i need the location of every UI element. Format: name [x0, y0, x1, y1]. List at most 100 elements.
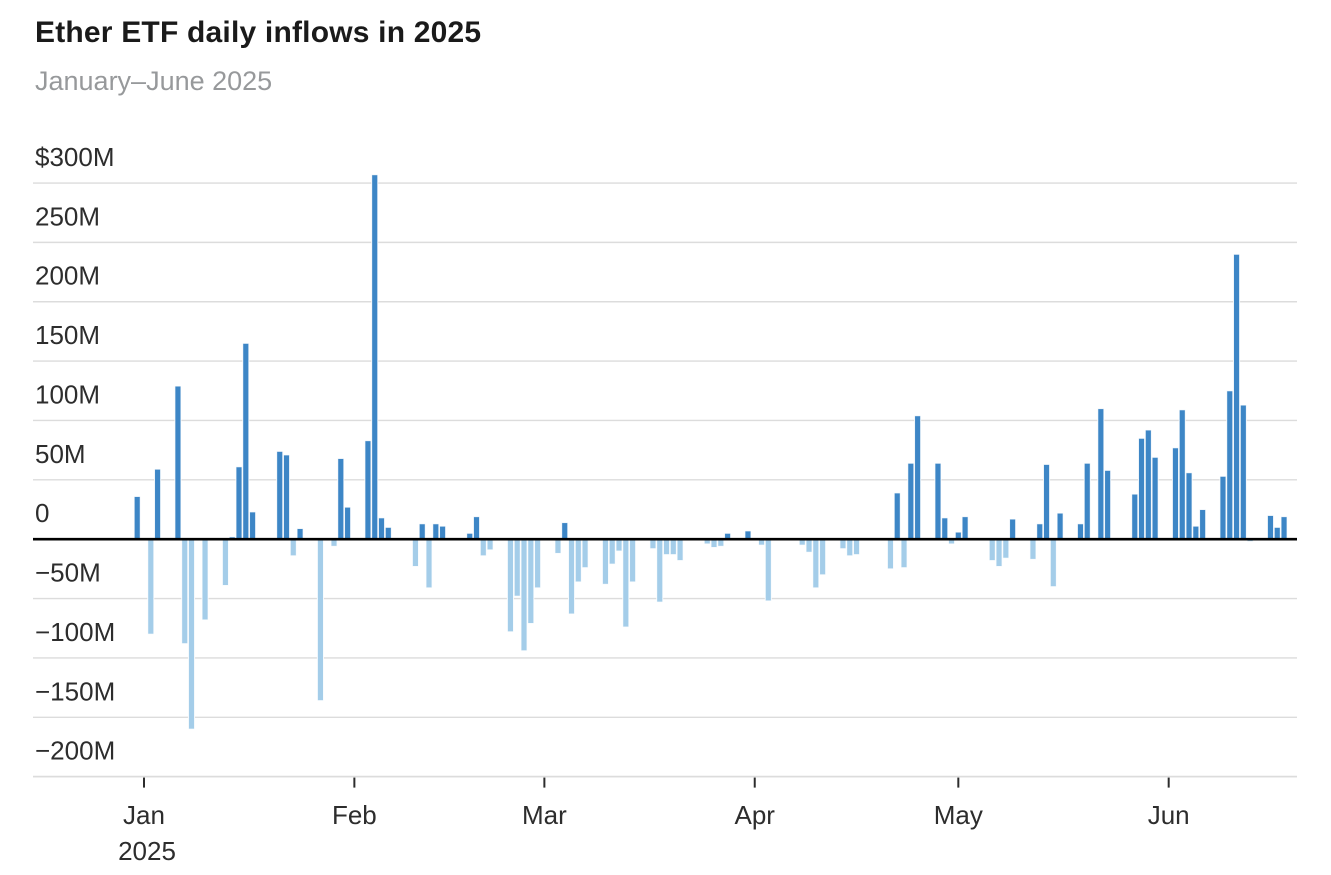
bar-Feb-14[interactable]: Feb 14: +11M	[439, 525, 447, 540]
bar-Feb-6[interactable]: Feb 6: +10M	[384, 526, 392, 540]
bar-Mar-6[interactable]: Mar 6: -36M	[574, 538, 582, 583]
bar-May-2[interactable]: May 2: +19M	[961, 516, 969, 540]
y-axis-tick-label: $300M	[35, 142, 115, 172]
bar-Jan-21[interactable]: Jan 21: +74M	[276, 450, 284, 540]
bar-Jun-6[interactable]: Jun 6: +25M	[1199, 509, 1207, 540]
bar-Feb-11[interactable]: Feb 11: +13M	[418, 523, 426, 540]
bar-May-28[interactable]: May 28: +85M	[1137, 437, 1146, 540]
bar-May-8[interactable]: May 8: -16M	[1002, 538, 1010, 559]
bar-Mar-21[interactable]: Mar 21: -18M	[676, 538, 684, 562]
bar-Apr-10[interactable]: Apr 10: -41M	[812, 538, 820, 589]
bar-Mar-20[interactable]: Mar 20: -13M	[669, 538, 677, 556]
bar-Feb-3[interactable]: Feb 3: +83M	[364, 440, 372, 540]
bar-Dec-31[interactable]: Dec 31: +36M	[133, 495, 141, 540]
bar-Jan-16[interactable]: Jan 16: +165M	[242, 342, 250, 540]
bar-Apr-15[interactable]: Apr 15: -14M	[846, 538, 854, 557]
bar-May-14[interactable]: May 14: +63M	[1042, 463, 1051, 540]
bar-Apr-23[interactable]: Apr 23: -24M	[900, 538, 908, 569]
bar-Jan-24[interactable]: Jan 24: +9M	[296, 528, 304, 540]
bar-Feb-21[interactable]: Feb 21: -9M	[486, 538, 494, 551]
bar-Jan-8[interactable]: Jan 8: -160M	[187, 538, 196, 730]
bar-May-27[interactable]: May 27: +38M	[1131, 493, 1139, 540]
bar-Feb-26[interactable]: Feb 26: -94M	[520, 538, 528, 652]
bar-Feb-10[interactable]: Feb 10: -23M	[411, 538, 419, 568]
bar-Mar-14[interactable]: Mar 14: -36M	[629, 538, 637, 583]
bar-Apr-24[interactable]: Apr 24: +64M	[907, 462, 915, 540]
bar-Apr-22[interactable]: Apr 22: +39M	[893, 492, 901, 540]
bar-Jun-10[interactable]: Jun 10: +125M	[1226, 390, 1234, 540]
bar-Mar-18[interactable]: Mar 18: -53M	[656, 538, 664, 603]
y-axis-tick-label: 100M	[35, 379, 100, 409]
bar-Feb-5[interactable]: Feb 5: +18M	[377, 517, 386, 540]
bar-Apr-14[interactable]: Apr 14: -8M	[839, 538, 847, 550]
bar-May-23[interactable]: May 23: +58M	[1104, 469, 1112, 540]
bar-Jan-31[interactable]: Jan 31: +27M	[344, 506, 352, 540]
bar-Mar-10[interactable]: Mar 10: -38M	[601, 538, 610, 585]
bar-Mar-19[interactable]: Mar 19: -13M	[662, 538, 671, 556]
bar-Feb-19[interactable]: Feb 19: +19M	[472, 516, 481, 540]
bar-Jan-27[interactable]: Jan 27: -136M	[316, 538, 324, 702]
bar-Mar-5[interactable]: Mar 5: -63M	[567, 538, 576, 615]
bar-Feb-4[interactable]: Feb 4: +307M	[371, 174, 379, 540]
bar-Mar-12[interactable]: Mar 12: -10M	[615, 538, 623, 552]
bar-May-19[interactable]: May 19: +13M	[1076, 523, 1085, 540]
bar-Apr-28[interactable]: Apr 28: +64M	[934, 462, 942, 540]
bar-Mar-3[interactable]: Mar 3: -12M	[554, 538, 562, 554]
x-axis-month-label: Jun	[1148, 800, 1190, 830]
bar-May-13[interactable]: May 13: +13M	[1036, 523, 1044, 540]
bar-May-22[interactable]: May 22: +110M	[1097, 408, 1105, 540]
bar-Jan-13[interactable]: Jan 13: -39M	[221, 538, 229, 587]
bar-May-12[interactable]: May 12: -17M	[1029, 538, 1037, 560]
bar-May-7[interactable]: May 7: -23M	[995, 538, 1003, 568]
bar-Mar-11[interactable]: Mar 11: -21M	[608, 538, 616, 565]
bar-May-30[interactable]: May 30: +69M	[1151, 456, 1159, 540]
bar-Apr-21[interactable]: Apr 21: -25M	[886, 538, 895, 570]
bar-Jun-4[interactable]: Jun 4: +56M	[1185, 472, 1193, 540]
bar-Apr-16[interactable]: Apr 16: -13M	[852, 538, 861, 556]
bar-Apr-25[interactable]: Apr 25: +104M	[914, 415, 922, 540]
bar-Apr-11[interactable]: Apr 11: -30M	[819, 538, 827, 576]
bar-Jan-2[interactable]: Jan 2: -80M	[147, 538, 155, 635]
y-axis-tick-label: 50M	[35, 439, 86, 469]
bar-Jan-10[interactable]: Jan 10: -68M	[201, 538, 209, 621]
bar-May-20[interactable]: May 20: +64M	[1083, 462, 1091, 540]
bar-Jan-30[interactable]: Jan 30: +68M	[337, 457, 345, 540]
bar-Jan-3[interactable]: Jan 3: +59M	[154, 468, 162, 540]
bar-Feb-12[interactable]: Feb 12: -41M	[425, 538, 433, 589]
bar-May-6[interactable]: May 6: -18M	[988, 538, 996, 562]
bar-Jan-7[interactable]: Jan 7: -88M	[181, 538, 189, 645]
bar-Jan-23[interactable]: Jan 23: -14M	[289, 538, 297, 557]
bar-May-16[interactable]: May 16: +22M	[1056, 512, 1064, 540]
bar-Mar-7[interactable]: Mar 7: -24M	[581, 538, 589, 569]
bar-Feb-24[interactable]: Feb 24: -78M	[506, 538, 514, 633]
bar-Jun-9[interactable]: Jun 9: +53M	[1219, 475, 1227, 540]
bar-Jan-17[interactable]: Jan 17: +23M	[249, 511, 257, 540]
bar-Jun-3[interactable]: Jun 3: +109M	[1178, 409, 1186, 540]
bar-May-29[interactable]: May 29: +92M	[1144, 429, 1152, 540]
bar-Mar-4[interactable]: Mar 4: +14M	[561, 522, 569, 540]
bar-Feb-13[interactable]: Feb 13: +13M	[432, 523, 440, 540]
bar-Jun-18[interactable]: Jun 18: +19M	[1280, 516, 1288, 540]
bar-Jun-16[interactable]: Jun 16: +20M	[1266, 514, 1275, 540]
bar-Jan-22[interactable]: Jan 22: +71M	[282, 454, 291, 540]
bar-Apr-3[interactable]: Apr 3: -52M	[764, 538, 772, 602]
bar-Jun-5[interactable]: Jun 5: +11M	[1192, 525, 1200, 540]
bar-May-9[interactable]: May 9: +17M	[1009, 518, 1017, 540]
bar-Jun-11[interactable]: Jun 11: +240M	[1233, 253, 1241, 540]
bar-Mar-13[interactable]: Mar 13: -74M	[622, 538, 630, 628]
bar-Jun-12[interactable]: Jun 12: +113M	[1239, 404, 1247, 540]
chart-title: Ether ETF daily inflows in 2025	[35, 16, 482, 49]
bar-Feb-27[interactable]: Feb 27: -71M	[527, 538, 535, 625]
bar-Apr-29[interactable]: Apr 29: +18M	[941, 517, 949, 540]
bar-Jan-15[interactable]: Jan 15: +61M	[235, 466, 243, 540]
bar-Jan-6[interactable]: Jan 6: +129M	[174, 385, 182, 540]
bar-Mar-17[interactable]: Mar 17: -8M	[649, 538, 657, 550]
bar-Feb-20[interactable]: Feb 20: -14M	[479, 538, 487, 557]
bar-Jun-17[interactable]: Jun 17: +10M	[1273, 526, 1281, 540]
bar-Feb-28[interactable]: Feb 28: -41M	[534, 538, 542, 589]
bar-Apr-9[interactable]: Apr 9: -11M	[805, 538, 813, 553]
bar-May-15[interactable]: May 15: -40M	[1049, 538, 1057, 588]
bar-Feb-25[interactable]: Feb 25: -48M	[513, 538, 521, 597]
bar-Jun-2[interactable]: Jun 2: +77M	[1171, 447, 1180, 540]
